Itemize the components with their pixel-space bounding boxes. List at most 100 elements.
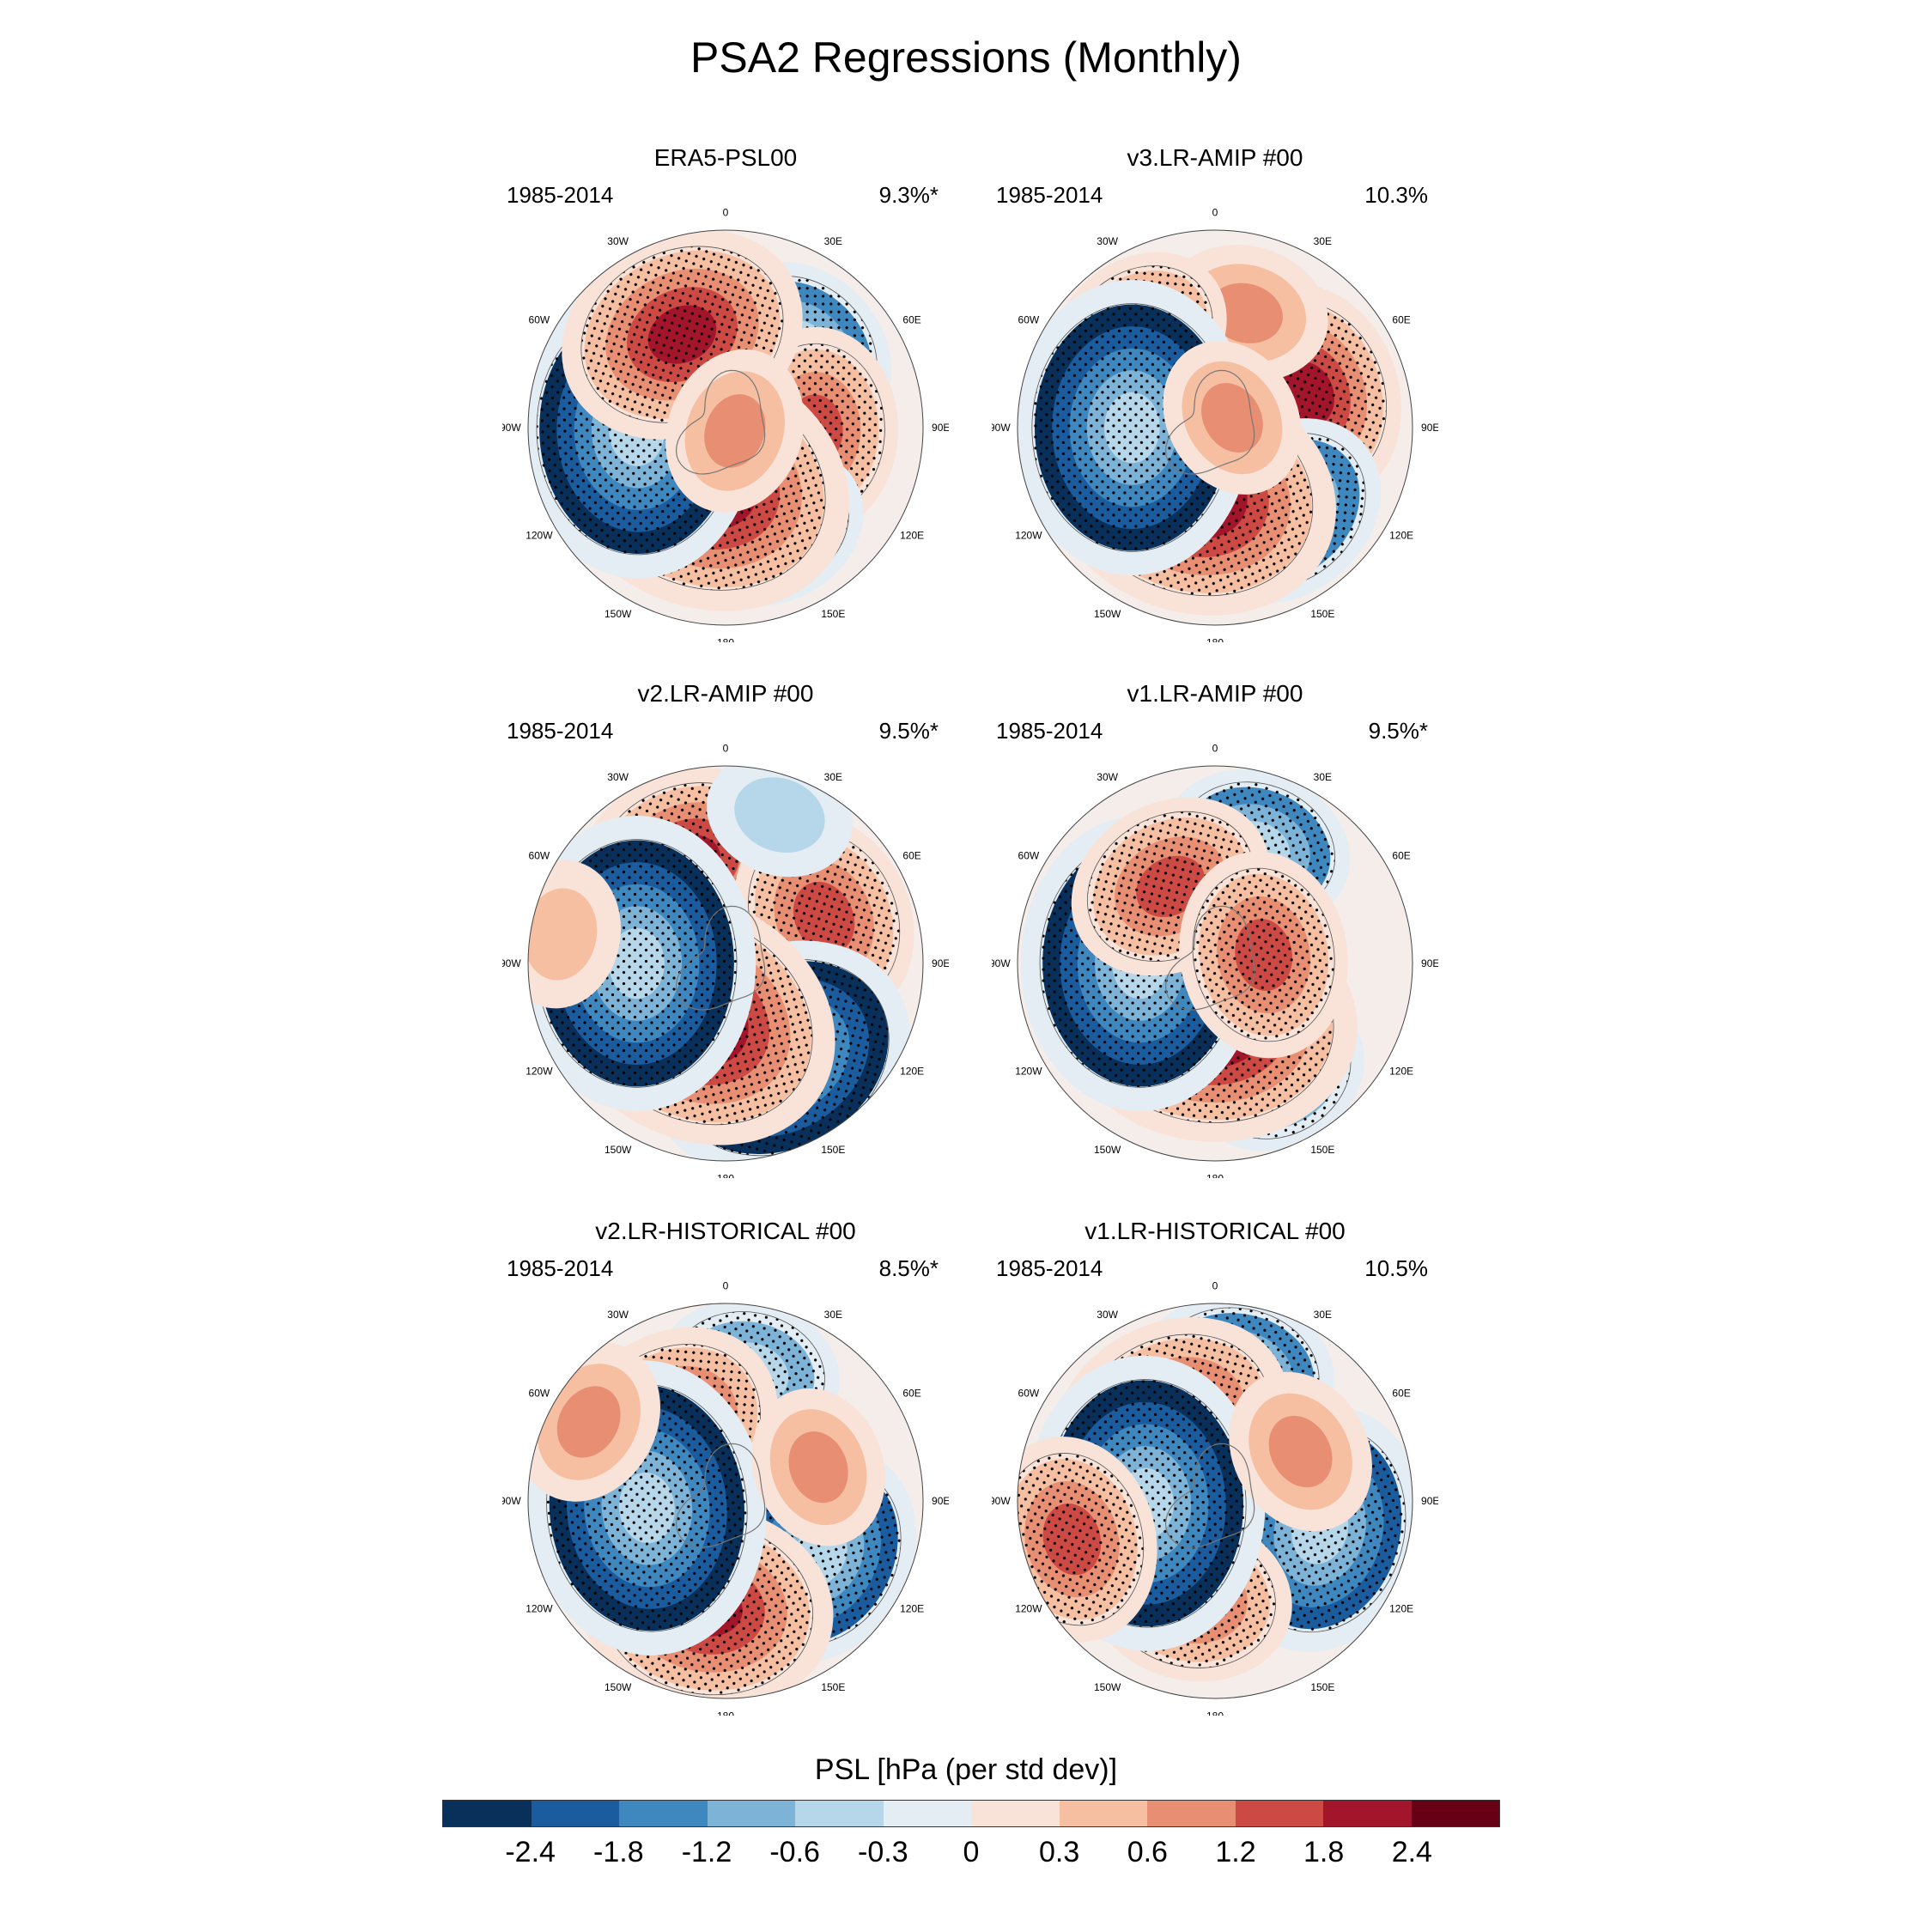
polar-map: 0 30E 60E 90E 120E 150E 180 150W 120W 90W 60W 30W [992, 742, 1438, 1178]
antarctica-coastline [1164, 905, 1255, 1011]
colorbar-box [619, 1801, 708, 1826]
map-border [1017, 765, 1413, 1162]
map-border [527, 1303, 924, 1699]
panel-variance-explained: 9.5%* [878, 718, 939, 744]
colorbar-tick-label: 2.4 [1391, 1836, 1432, 1868]
antarctica-coastline [675, 905, 766, 1011]
longitude-label: 30W [607, 235, 629, 247]
longitude-label: 90E [932, 1495, 949, 1507]
longitude-label: 90W [992, 1495, 1011, 1507]
colorbar-tick-label: -1.2 [681, 1836, 732, 1868]
longitude-label: 150W [605, 1681, 632, 1693]
longitude-label: 150E [1310, 1144, 1334, 1156]
pressure-anomaly-contour [556, 1386, 621, 1458]
panel-years: 1985-2014 [996, 1255, 1103, 1281]
colorbar-box [1059, 1801, 1147, 1826]
colorbar-box [531, 1801, 619, 1826]
longitude-label: 120W [1015, 1065, 1042, 1077]
longitude-label: 0 [1212, 1279, 1218, 1291]
longitude-label: 60W [1018, 1388, 1040, 1400]
colorbar-tick-label: 0 [963, 1836, 980, 1868]
longitude-label: 180 [1206, 1710, 1224, 1716]
longitude-label: 60W [529, 1388, 550, 1400]
longitude-label: 90W [992, 957, 1011, 969]
map-field [1018, 766, 1413, 1161]
longitude-label: 150W [1094, 1144, 1121, 1156]
panel-years: 1985-2014 [996, 718, 1103, 744]
panel-title: ERA5-PSL00 [653, 144, 798, 171]
colorbar-tick-label: -1.8 [593, 1836, 644, 1868]
longitude-label: 90E [1421, 1495, 1438, 1507]
panel-variance-explained: 8.5%* [878, 1255, 939, 1281]
longitude-label: 180 [717, 637, 734, 642]
longitude-label: 90E [1421, 422, 1438, 434]
longitude-label: 120W [1015, 529, 1042, 541]
panel-title: v3.LR-AMIP #00 [1127, 144, 1303, 171]
map-border [527, 229, 924, 626]
map-field [1018, 230, 1413, 625]
colorbar-title: PSL [hPa (per std dev)] [814, 1753, 1118, 1786]
polar-map: 0 30E 60E 90E 120E 150E 180 150W 120W 90W 60W 30W [992, 206, 1438, 642]
longitude-label: 60E [902, 314, 920, 326]
panel-variance-explained: 10.5% [1364, 1255, 1428, 1281]
significance-stipple [1018, 1453, 1145, 1626]
longitude-label: 30E [824, 771, 842, 783]
longitude-label: 180 [717, 1173, 734, 1178]
colorbar-tick-label: 1.8 [1303, 1836, 1345, 1868]
longitude-label: 120E [1389, 1602, 1413, 1614]
map-field [528, 230, 923, 625]
longitude-label: 150E [1310, 1681, 1334, 1693]
longitude-label: 60E [1392, 850, 1410, 862]
longitude-label: 30E [1314, 1309, 1332, 1321]
longitude-label: 180 [717, 1710, 734, 1716]
longitude-label: 120W [526, 1065, 553, 1077]
colorbar [442, 1800, 1500, 1827]
colorbar-box [795, 1801, 884, 1826]
map-panel: v2.LR-AMIP #00 1985-2014 9.5%* 0 30E 60E 90… [502, 680, 949, 1178]
colorbar-box [1235, 1801, 1323, 1826]
colorbar-box [1323, 1801, 1412, 1826]
antarctica-coastline [1164, 369, 1255, 475]
map-border [1017, 1303, 1413, 1699]
panel-years: 1985-2014 [507, 182, 614, 208]
panel-variance-explained: 9.3%* [878, 182, 939, 208]
longitude-label: 150E [821, 1144, 845, 1156]
longitude-label: 180 [1206, 1173, 1224, 1178]
pressure-anomaly-contour [1201, 383, 1263, 453]
longitude-label: 150W [605, 608, 632, 620]
longitude-label: 90E [932, 957, 949, 969]
pressure-anomaly-contour [734, 777, 825, 853]
map-panel: v1.LR-HISTORICAL #00 1985-2014 10.5% 0 30… [992, 1218, 1438, 1716]
longitude-label: 0 [1212, 206, 1218, 218]
longitude-label: 120W [526, 1602, 553, 1614]
longitude-label: 30W [1097, 1309, 1118, 1321]
panel-title: v2.LR-HISTORICAL #00 [595, 1218, 856, 1244]
colorbar-tick-label: 0.3 [1039, 1836, 1080, 1868]
panel-years: 1985-2014 [996, 182, 1103, 208]
longitude-label: 30E [824, 1309, 842, 1321]
longitude-label: 30E [824, 235, 842, 247]
longitude-label: 60W [1018, 850, 1040, 862]
longitude-label: 30W [1097, 771, 1118, 783]
longitude-label: 180 [1206, 637, 1224, 642]
pressure-anomaly-contour [788, 1431, 848, 1504]
longitude-label: 120W [526, 529, 553, 541]
pressure-anomaly-contour [704, 394, 766, 468]
antarctica-coastline [675, 1443, 766, 1548]
panel-years: 1985-2014 [507, 1255, 614, 1281]
polar-map: 0 30E 60E 90E 120E 150E 180 150W 120W 90W 60W 30W [502, 1279, 949, 1716]
colorbar-tick-label: -2.4 [505, 1836, 556, 1868]
longitude-label: 30W [607, 1309, 629, 1321]
map-field [528, 1303, 923, 1698]
longitude-label: 60W [1018, 314, 1040, 326]
longitude-label: 90W [502, 957, 521, 969]
longitude-label: 30W [607, 771, 629, 783]
map-border [1017, 229, 1413, 626]
longitude-label: 30E [1314, 235, 1332, 247]
panel-title: v1.LR-HISTORICAL #00 [1084, 1218, 1346, 1244]
colorbar-box [883, 1801, 971, 1826]
colorbar-tick-label: -0.6 [769, 1836, 820, 1868]
polar-map: 0 30E 60E 90E 120E 150E 180 150W 120W 90W 60W 30W [502, 742, 949, 1178]
longitude-label: 90W [502, 422, 521, 434]
map-field [528, 766, 923, 1161]
